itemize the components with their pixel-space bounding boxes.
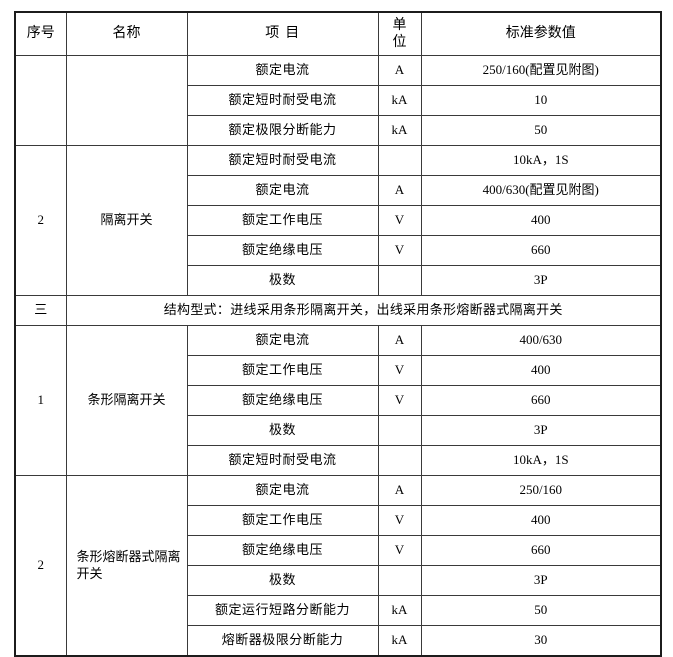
unit-cell: A <box>377 325 422 356</box>
table-row: 额定绝缘电压 V 660 <box>15 385 662 416</box>
item-cell: 额定运行短路分断能力 <box>186 595 379 626</box>
value-cell: 50 <box>420 595 662 626</box>
unit-cell: A <box>377 55 422 86</box>
table-row: 1 条形隔离开关 额定电流 A 400/630 <box>14 325 662 476</box>
header-item-char1: 项 <box>265 26 286 42</box>
header-cell-value: 标准参数值 <box>420 11 662 56</box>
header-cell-item: 项目 <box>186 11 379 56</box>
item-cell: 额定工作电压 <box>186 205 379 236</box>
table-row: 额定运行短路分断能力 kA 50 <box>15 595 662 626</box>
table-row: 额定工作电压 V 400 <box>15 505 662 536</box>
item-cell: 额定绝缘电压 <box>186 535 379 566</box>
group-no-cell <box>14 55 67 146</box>
item-cell: 额定电流 <box>186 475 379 506</box>
group-name-cell <box>65 55 188 146</box>
value-cell: 10kA，1S <box>420 145 662 176</box>
header-cell-no: 序号 <box>14 11 67 56</box>
unit-cell <box>377 565 422 596</box>
table-row: 额定极限分断能力 kA 50 <box>15 115 662 146</box>
value-cell: 50 <box>420 115 662 146</box>
unit-cell <box>377 445 422 476</box>
header-cell-unit: 单位 <box>377 11 422 56</box>
header-unit-line1: 单 <box>392 17 407 33</box>
item-cell: 额定极限分断能力 <box>186 115 379 146</box>
table-row: 2 隔离开关 额定短时耐受电流 10kA，1S <box>14 145 662 296</box>
group-no-cell: 2 <box>14 475 67 657</box>
table-row: 极数 3P <box>15 565 662 596</box>
value-cell: 660 <box>420 535 662 566</box>
value-cell: 660 <box>420 385 662 416</box>
unit-cell: kA <box>377 625 422 657</box>
value-cell: 400 <box>420 355 662 386</box>
item-cell: 额定短时耐受电流 <box>186 85 379 116</box>
unit-cell: A <box>377 475 422 506</box>
document-page: 序号 名称 项目 单位 标准参数值 额定电流 A 250/160(配置见附图) … <box>14 11 662 657</box>
item-cell: 熔断器极限分断能力 <box>186 625 379 657</box>
item-cell: 额定工作电压 <box>186 355 379 386</box>
table-row: 额定绝缘电压 V 660 <box>15 235 662 266</box>
unit-cell: kA <box>377 85 422 116</box>
item-cell: 额定工作电压 <box>186 505 379 536</box>
table-row: 极数 3P <box>15 265 662 296</box>
value-cell: 660 <box>420 235 662 266</box>
unit-cell: kA <box>377 595 422 626</box>
table-row: 额定工作电压 V 400 <box>15 355 662 386</box>
value-cell: 3P <box>420 265 662 296</box>
item-cell: 额定电流 <box>186 325 379 356</box>
value-cell: 250/160 <box>420 475 662 506</box>
table-body: 序号 名称 项目 单位 标准参数值 额定电流 A 250/160(配置见附图) … <box>14 11 662 657</box>
header-unit-line2: 位 <box>392 35 407 50</box>
value-cell: 250/160(配置见附图) <box>420 55 662 86</box>
unit-cell: V <box>377 235 422 266</box>
section-no-cell: 三 <box>14 295 67 326</box>
item-cell: 额定电流 <box>186 55 379 86</box>
group-name-cell: 条形隔离开关 <box>65 325 188 476</box>
item-cell: 极数 <box>186 265 379 296</box>
header-cell-name: 名称 <box>65 11 188 56</box>
value-cell: 30 <box>420 625 662 657</box>
item-cell: 额定短时耐受电流 <box>186 445 379 476</box>
unit-cell <box>377 415 422 446</box>
header-item-char2: 目 <box>285 26 300 42</box>
item-cell: 额定短时耐受电流 <box>186 145 379 176</box>
item-cell: 极数 <box>186 415 379 446</box>
unit-cell: V <box>377 535 422 566</box>
group-no-cell: 1 <box>14 325 67 476</box>
section-row: 三 结构型式：进线采用条形隔离开关，出线采用条形熔断器式隔离开关 <box>14 295 662 326</box>
group-name-cell: 隔离开关 <box>65 145 188 296</box>
group-name-cell: 条形熔断器式隔离开关 <box>65 475 188 657</box>
table-row: 额定短时耐受电流 kA 10 <box>15 85 662 116</box>
unit-cell: A <box>377 175 422 206</box>
table-row: 2 条形熔断器式隔离开关 额定电流 A 250/160 <box>14 475 662 657</box>
item-cell: 额定绝缘电压 <box>186 235 379 266</box>
specification-table: 序号 名称 项目 单位 标准参数值 额定电流 A 250/160(配置见附图) … <box>14 11 662 657</box>
value-cell: 10kA，1S <box>420 445 662 476</box>
value-cell: 400 <box>420 205 662 236</box>
value-cell: 10 <box>420 85 662 116</box>
value-cell: 400/630 <box>420 325 662 356</box>
table-row: 额定电流 A 250/160(配置见附图) <box>14 55 662 146</box>
unit-cell: kA <box>377 115 422 146</box>
item-cell: 极数 <box>186 565 379 596</box>
unit-cell <box>377 145 422 176</box>
value-cell: 400/630(配置见附图) <box>420 175 662 206</box>
value-cell: 3P <box>420 415 662 446</box>
section-text-cell: 结构型式：进线采用条形隔离开关，出线采用条形熔断器式隔离开关 <box>65 295 662 326</box>
unit-cell: V <box>377 205 422 236</box>
unit-cell: V <box>377 505 422 536</box>
unit-cell: V <box>377 385 422 416</box>
table-header-row: 序号 名称 项目 单位 标准参数值 <box>14 11 662 56</box>
value-cell: 3P <box>420 565 662 596</box>
item-cell: 额定绝缘电压 <box>186 385 379 416</box>
unit-cell: V <box>377 355 422 386</box>
value-cell: 400 <box>420 505 662 536</box>
group-no-cell: 2 <box>14 145 67 296</box>
unit-cell <box>377 265 422 296</box>
item-cell: 额定电流 <box>186 175 379 206</box>
